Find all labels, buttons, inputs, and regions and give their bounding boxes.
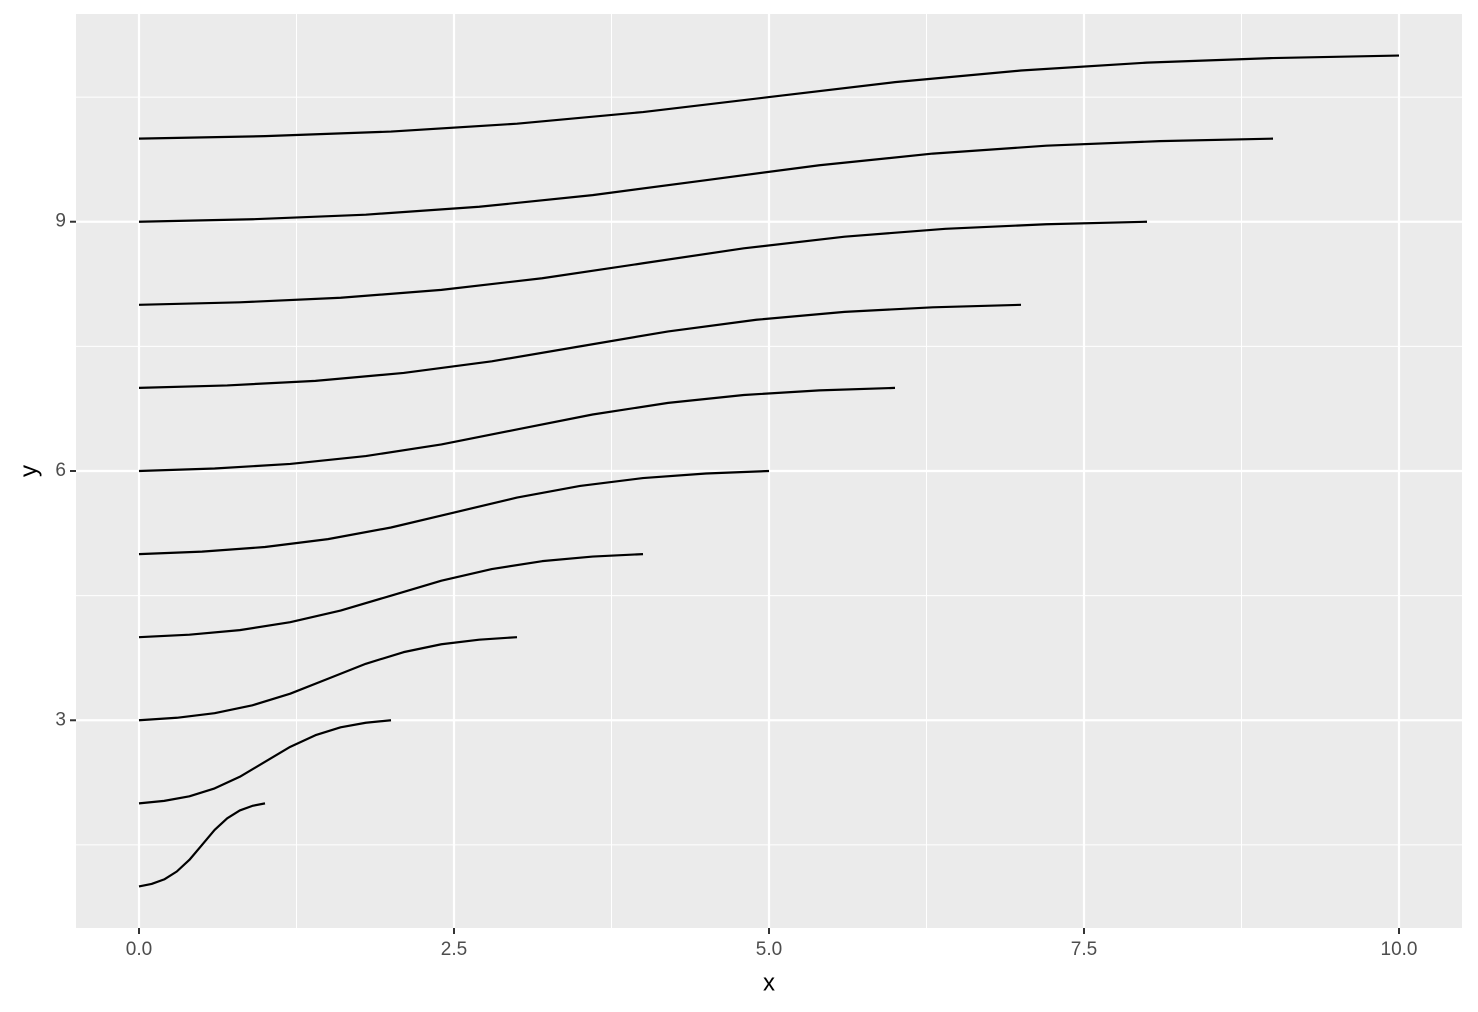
y-tick-label: 6 xyxy=(55,460,66,481)
line xyxy=(138,552,644,639)
line xyxy=(138,220,1148,306)
line xyxy=(138,137,1274,223)
line xyxy=(138,802,266,888)
x-axis-title: x xyxy=(763,969,775,996)
x-tick-label: 10.0 xyxy=(1381,939,1418,960)
x-tick-label: 0.0 xyxy=(126,939,152,960)
line xyxy=(138,469,770,556)
line xyxy=(138,636,518,722)
x-tick-label: 5.0 xyxy=(756,939,782,960)
line xyxy=(138,386,896,473)
line xyxy=(138,719,392,805)
line xyxy=(138,303,1022,390)
x-tick-label: 2.5 xyxy=(441,939,467,960)
y-axis-title: y xyxy=(15,465,42,477)
x-tick-label: 7.5 xyxy=(1071,939,1097,960)
line xyxy=(138,54,1400,140)
y-tick-label: 9 xyxy=(55,211,66,232)
y-tick-label: 3 xyxy=(55,709,66,730)
